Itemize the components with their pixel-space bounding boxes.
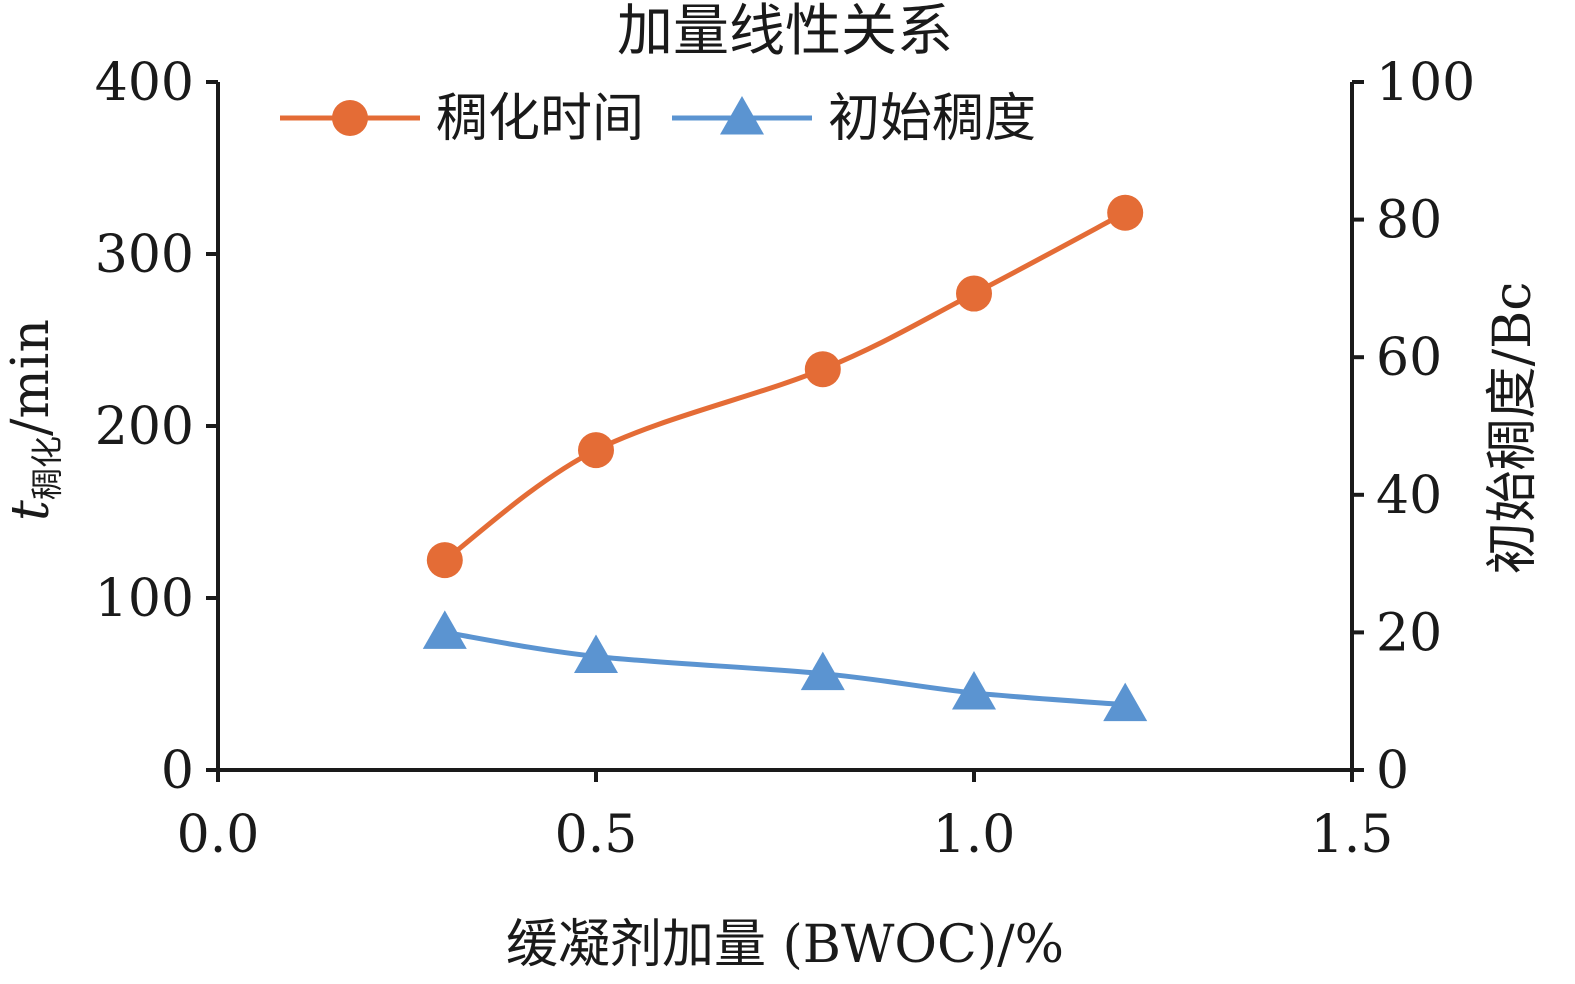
y2-tick-label: 40 bbox=[1376, 466, 1442, 526]
chart-title: 加量线性关系 bbox=[617, 0, 953, 64]
data-point bbox=[800, 651, 845, 691]
legend-item: 初始稠度 bbox=[672, 89, 1036, 149]
data-point bbox=[578, 432, 614, 469]
legend-item: 稠化时间 bbox=[280, 89, 644, 149]
y-axis-label-main: t bbox=[1, 500, 61, 521]
y2-tick-label: 0 bbox=[1376, 741, 1409, 801]
series-2 bbox=[422, 610, 1148, 722]
data-point bbox=[574, 634, 618, 673]
y-axis-label-sub: 稠化 bbox=[28, 436, 66, 500]
legend-label: 稠化时间 bbox=[436, 89, 644, 149]
y2-tick-label: 80 bbox=[1376, 191, 1442, 251]
x-tick-label: 0.0 bbox=[177, 805, 260, 865]
x-tick-label: 1.0 bbox=[933, 805, 1016, 865]
legend-label: 初始稠度 bbox=[828, 89, 1036, 149]
data-point bbox=[956, 275, 992, 312]
y2-tick-label: 60 bbox=[1376, 328, 1442, 388]
data-point bbox=[426, 542, 463, 579]
y-tick-label: 200 bbox=[95, 397, 194, 457]
data-point bbox=[422, 610, 467, 649]
series-line bbox=[443, 210, 1127, 563]
legend: 稠化时间 初始稠度 bbox=[280, 89, 1036, 149]
y-axis-label: t稠化/min bbox=[1, 319, 66, 521]
series-layer bbox=[422, 194, 1148, 722]
x-tick-label: 0.5 bbox=[555, 805, 638, 865]
data-point bbox=[952, 670, 996, 710]
data-point bbox=[1107, 194, 1144, 231]
series-1 bbox=[426, 194, 1144, 579]
data-point bbox=[1103, 682, 1148, 722]
y-tick-label: 300 bbox=[95, 225, 194, 285]
series-line bbox=[444, 629, 1126, 708]
y2-tick-label: 20 bbox=[1376, 603, 1442, 663]
y-tick-label: 0 bbox=[161, 741, 194, 801]
axes bbox=[216, 82, 1354, 772]
x-axis-label: 缓凝剂加量 (BWOC)/% bbox=[506, 915, 1064, 975]
y-axis-label-unit: /min bbox=[1, 319, 61, 436]
y-tick-label: 100 bbox=[95, 569, 194, 629]
x-tick-label: 1.5 bbox=[1311, 805, 1394, 865]
data-point bbox=[804, 351, 841, 388]
y-tick-label: 400 bbox=[95, 53, 194, 113]
legend-marker bbox=[332, 100, 368, 136]
y2-tick-label: 100 bbox=[1376, 53, 1475, 113]
y2-axis-label: 初始稠度/Bc bbox=[1483, 282, 1543, 575]
legend-marker bbox=[720, 96, 764, 135]
ticks: 0 100 200 300 400 0 20 40 60 80 100 0.0 0.5 1.0 1.5 bbox=[95, 53, 1476, 865]
